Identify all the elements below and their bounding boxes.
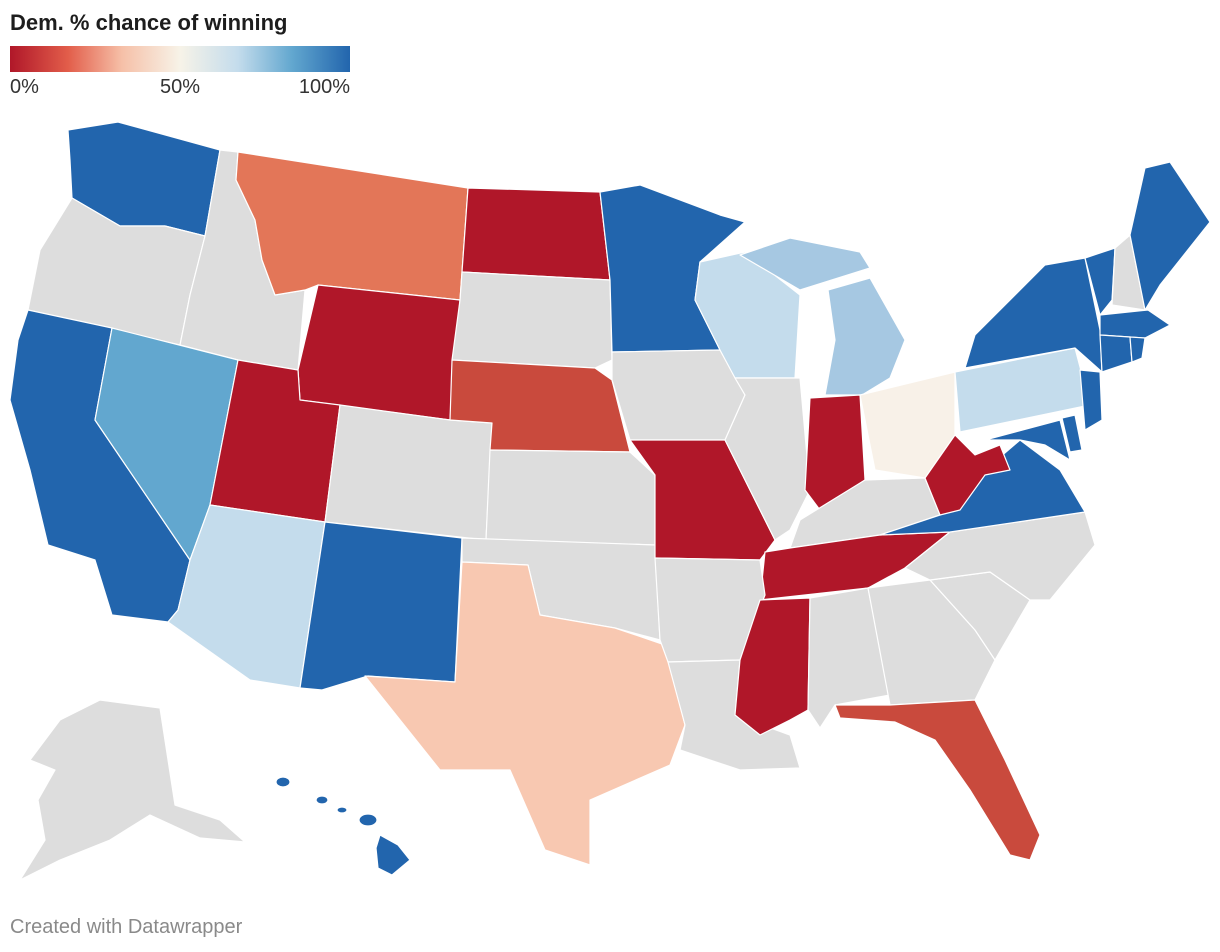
- map-title: Dem. % chance of winning: [10, 10, 288, 35]
- state-wyoming[interactable]: [297, 284, 461, 421]
- state-michigan[interactable]: [824, 277, 906, 396]
- state-montana[interactable]: [235, 151, 469, 301]
- state-south-dakota[interactable]: [451, 271, 613, 369]
- state-kansas[interactable]: [485, 449, 656, 546]
- state-rhode-island[interactable]: [1129, 336, 1146, 363]
- state-north-dakota[interactable]: [461, 187, 611, 281]
- state-west-virginia[interactable]: [924, 434, 1011, 516]
- state-colorado[interactable]: [324, 404, 493, 541]
- state-maryland[interactable]: [984, 419, 1071, 461]
- state-alaska[interactable]: [19, 699, 246, 881]
- state-illinois[interactable]: [724, 377, 811, 541]
- state-texas[interactable]: [364, 561, 686, 866]
- legend-tick-100: 100%: [298, 76, 350, 98]
- state-delaware[interactable]: [1061, 414, 1083, 453]
- legend-tick-0: 0%: [10, 76, 39, 98]
- state-iowa[interactable]: [611, 349, 746, 441]
- state-new-mexico[interactable]: [299, 521, 463, 691]
- state-new-jersey[interactable]: [1079, 369, 1103, 431]
- legend-tick-50: 50%: [159, 76, 201, 98]
- state-michigan-upper[interactable]: [739, 237, 871, 291]
- state-maine[interactable]: [1129, 161, 1211, 311]
- state-connecticut[interactable]: [1099, 334, 1133, 373]
- state-florida[interactable]: [834, 699, 1041, 861]
- footer-credit: Created with Datawrapper: [10, 916, 243, 938]
- state-hawaii[interactable]: [275, 776, 411, 876]
- color-legend-bar: [10, 46, 350, 72]
- state-massachusetts[interactable]: [1099, 309, 1171, 339]
- state-new-york[interactable]: [964, 257, 1103, 373]
- legend-ticks: 0% 50% 100%: [10, 76, 350, 102]
